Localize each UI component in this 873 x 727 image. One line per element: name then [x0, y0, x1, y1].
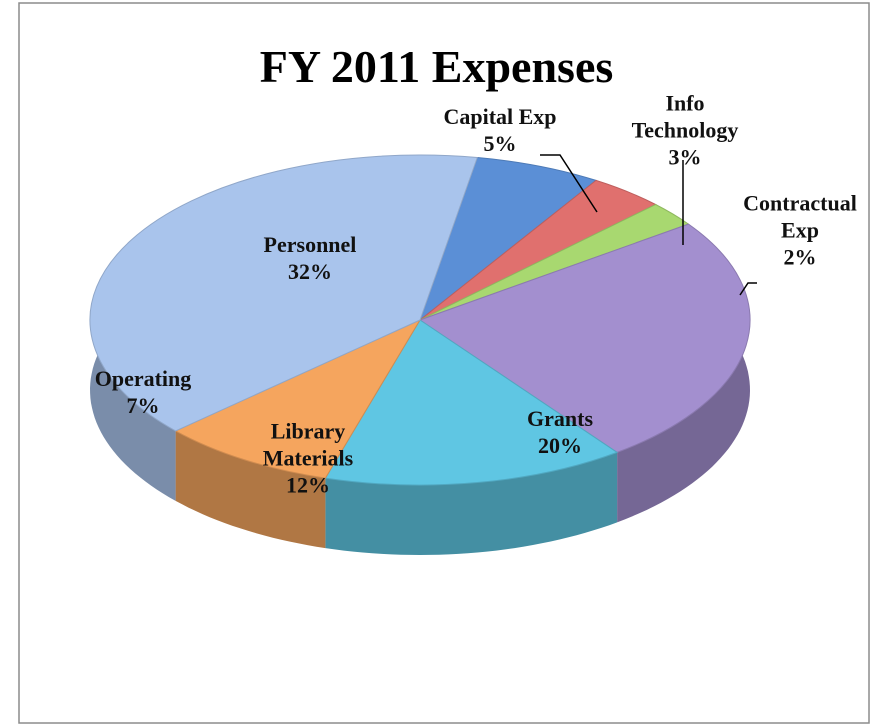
category-label: Capital Exp [443, 104, 557, 129]
data-label: Info Technology 3% [620, 90, 750, 171]
pie-slice [324, 319, 619, 486]
value-label: 5% [483, 131, 517, 156]
leader-line [739, 282, 757, 296]
value-label: 7% [126, 393, 160, 418]
pie-slice-side [325, 452, 618, 555]
leader-line [540, 154, 598, 213]
pie-slice [174, 318, 422, 479]
value-label: 2% [783, 244, 817, 270]
category-label: Library Materials [262, 418, 354, 471]
value-label: 12% [286, 472, 330, 498]
pie-slice [89, 154, 478, 432]
pie-slice [418, 156, 598, 322]
frame [18, 2, 870, 724]
value-label: 20% [538, 433, 582, 458]
chart-title: FY 2011 Expenses [259, 41, 614, 92]
category-label: Info Technology [631, 90, 739, 143]
data-label: Library Materials 12% [248, 418, 368, 499]
data-label: Capital Exp 5% [435, 103, 565, 157]
data-label: Personnel 32% [245, 231, 375, 285]
category-label: Personnel [263, 232, 357, 257]
category-label: Contractual Exp [743, 190, 857, 243]
pie-slice [418, 223, 751, 453]
value-label: 3% [668, 144, 702, 170]
data-label: Contractual Exp 2% [740, 190, 860, 271]
data-label: Operating 7% [83, 365, 203, 419]
category-label: Operating [94, 366, 192, 391]
value-label: 32% [288, 259, 332, 284]
data-label: Grants 20% [500, 405, 620, 459]
pie-tops [89, 154, 751, 486]
pie-slice-side [175, 430, 326, 549]
category-label: Grants [527, 406, 593, 431]
